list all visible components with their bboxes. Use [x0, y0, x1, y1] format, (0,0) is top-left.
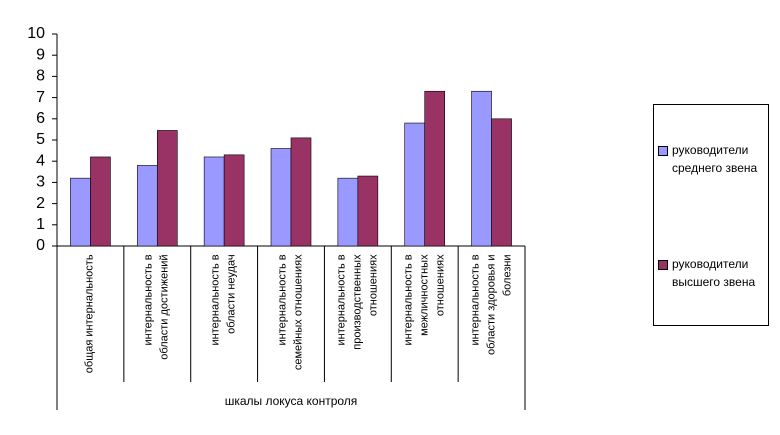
x-tick-label: интернальность в производственных отноше…	[335, 253, 380, 350]
x-axis-title: шкалы локуса контроля	[225, 394, 358, 408]
y-tick-label: 1	[36, 216, 45, 233]
bar	[357, 175, 379, 247]
x-tick-label: интернальность в межличностных отношения…	[402, 253, 447, 346]
legend-swatch	[658, 146, 668, 156]
bar	[156, 130, 178, 247]
y-tick-label: 6	[36, 110, 45, 127]
legend-label: руководители среднего звена	[672, 143, 758, 175]
bar	[203, 156, 225, 247]
bar	[70, 177, 91, 247]
legend-item: руководители среднего звена	[658, 141, 766, 177]
legend-item: руководители высшего звена	[658, 255, 766, 291]
bar	[337, 177, 359, 247]
bar	[136, 165, 158, 247]
bar	[471, 90, 492, 247]
x-tick-label: общая интернальность	[84, 253, 97, 373]
y-tick-label: 5	[36, 131, 45, 148]
y-tick-label: 3	[36, 174, 45, 191]
bar	[223, 154, 245, 247]
bar	[270, 148, 292, 247]
x-tick-label: интернальность в семейных отношениях	[277, 253, 305, 370]
legend-label: руководители высшего звена	[672, 257, 756, 289]
x-tick-label: интернальность в области здоровья и боле…	[469, 253, 514, 355]
legend-swatch	[658, 260, 668, 270]
x-tick-label: интернальность в области достижений	[143, 253, 172, 360]
y-tick-label: 7	[36, 89, 45, 106]
bar	[404, 122, 426, 247]
bar	[491, 118, 512, 247]
y-tick-label: 2	[36, 195, 45, 212]
bar	[424, 90, 446, 247]
y-tick-label: 8	[36, 68, 45, 85]
y-tick-label: 0	[36, 237, 45, 254]
y-tick-label: 4	[36, 152, 45, 169]
y-tick-label: 10	[27, 25, 45, 42]
bar	[290, 137, 312, 247]
legend: руководители среднего звена руководители …	[653, 104, 769, 326]
x-tick-label: интернальность в области неудач	[210, 253, 239, 346]
y-tick-label: 9	[36, 46, 45, 63]
bar	[90, 156, 111, 247]
